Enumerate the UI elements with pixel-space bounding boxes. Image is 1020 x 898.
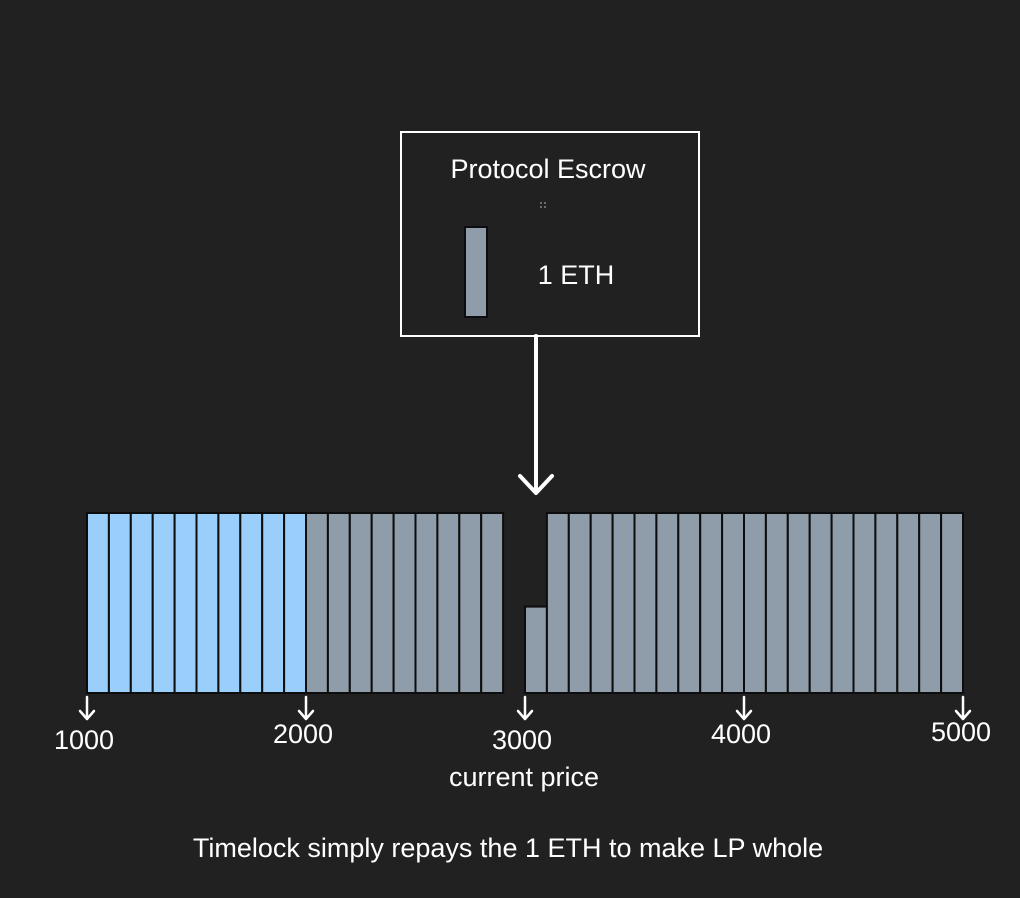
liquidity-bar [261,512,286,694]
liquidity-bar [173,512,198,694]
escrow-amount-label: 1 ETH [538,260,615,290]
liquidity-bar [655,512,680,694]
liquidity-bar [743,512,767,694]
escrow-box: Protocol Escrow 1 ETH [400,131,700,337]
liquidity-bar [940,512,964,694]
liquidity-bar [874,512,899,694]
liquidity-bar [458,512,483,694]
liquidity-bar [283,512,308,694]
tick-label: 1000 [54,725,114,755]
liquidity-bars [86,512,964,694]
liquidity-bar [721,512,745,694]
liquidity-bar [305,512,329,694]
liquidity-bar [567,512,592,694]
price-ticks: 1000 2000 3000 4000 5000 [54,695,991,755]
tick-label: 4000 [711,719,771,749]
caption: Timelock simply repays the 1 ETH to make… [193,833,823,863]
liquidity-bar [896,512,921,694]
liquidity-bar [414,512,439,694]
liquidity-bar [129,512,154,694]
liquidity-bar [808,512,833,694]
liquidity-bar [436,512,461,694]
liquidity-bar [545,512,570,694]
liquidity-bar [217,512,242,694]
tick-label: 2000 [273,719,333,749]
current-price-label: current price [449,762,599,792]
liquidity-bar [589,512,614,694]
liquidity-bar [677,512,702,694]
tick-arrow-icon [297,695,315,721]
drag-handle-icon [540,202,546,208]
liquidity-bar [786,512,811,694]
liquidity-bar [764,512,789,694]
liquidity-bar [633,512,658,694]
liquidity-bar [239,512,264,694]
liquidity-bar [392,512,417,694]
tick-arrow-icon [78,695,96,721]
tick-label: 3000 [492,725,552,755]
escrow-box-border [400,131,700,337]
liquidity-bar [524,605,548,694]
liquidity-bar [151,512,176,694]
liquidity-bar [852,512,877,694]
liquidity-bar [348,512,373,694]
tick-arrow-icon [954,695,972,721]
liquidity-bar [480,512,505,694]
liquidity-bar [611,512,636,694]
liquidity-bar [107,512,132,694]
escrow-eth-token [464,226,488,318]
liquidity-bar [326,512,351,694]
liquidity-bar [918,512,943,694]
liquidity-bar [195,512,220,694]
liquidity-bar [830,512,855,694]
liquidity-bar [370,512,395,694]
tick-arrow-icon [516,695,534,721]
escrow-title: Protocol Escrow [450,154,646,184]
liquidity-bar [699,512,724,694]
repay-arrow-icon [518,334,554,495]
tick-label: 5000 [931,717,991,747]
liquidity-bar [86,512,110,694]
tick-arrow-icon [735,695,753,721]
